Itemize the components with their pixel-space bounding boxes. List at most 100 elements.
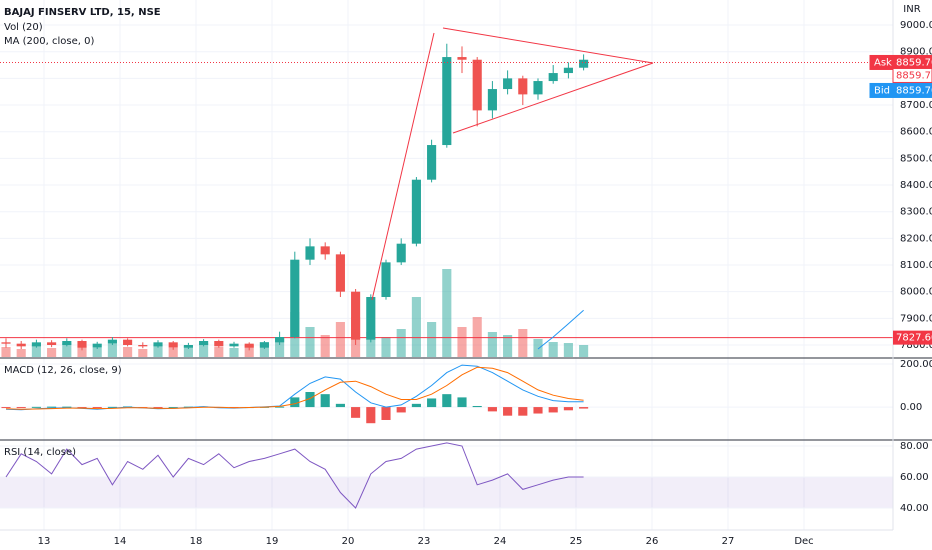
price-label-name: Bid [874, 85, 890, 96]
volume-bar [138, 349, 148, 357]
volume-bar [381, 337, 391, 357]
candle-body [92, 343, 102, 348]
macd-histogram [503, 407, 513, 416]
candle-body [335, 254, 345, 292]
candle-body [548, 73, 558, 82]
price-label-bg [893, 330, 932, 345]
volume-bar [396, 329, 406, 357]
candle-body [1, 342, 11, 344]
ma-legend: MA (200, close, 0) [4, 36, 94, 47]
price-label-bg [892, 67, 932, 83]
macd-legend: MACD (12, 26, close, 9) [4, 365, 122, 376]
macd-histogram [396, 407, 406, 413]
volume-bar [427, 322, 437, 357]
x-tick-label: 19 [266, 536, 279, 547]
candle-body [138, 345, 148, 347]
macd-histogram [62, 406, 72, 408]
macd-histogram [411, 403, 421, 408]
volume-bar [533, 339, 543, 357]
volume-bar [563, 343, 573, 357]
y-tick-label: 8400.00 [900, 180, 932, 191]
y-tick-label: 60.00 [900, 472, 929, 483]
y-tick-label: 8700.00 [900, 100, 932, 111]
candle-body [305, 246, 315, 260]
candle-body [472, 59, 482, 111]
rsi-legend: RSI (14, close) [4, 447, 76, 458]
y-tick-label: 8300.00 [900, 207, 932, 218]
y-tick-label: 8900.00 [900, 47, 932, 58]
volume-bar [92, 348, 102, 357]
volume-bar [442, 269, 452, 357]
volume-bar [153, 345, 163, 357]
volume-bar [305, 327, 315, 357]
candle-body [62, 341, 72, 346]
candle-body [563, 67, 573, 74]
volume-bar [244, 345, 254, 357]
x-tick-label: 27 [722, 536, 735, 547]
macd-histogram [47, 406, 57, 408]
axis-layer: 13 14 18 19 20 23 24 25 26 27 Dec 7800.00 7900.00 800… [38, 20, 932, 547]
volume-bar [1, 347, 11, 357]
volume-legend: Vol (20) [4, 22, 43, 33]
macd-histogram [107, 406, 117, 408]
macd-histogram [472, 405, 482, 408]
ma-line [537, 309, 584, 350]
candle-body [290, 259, 300, 338]
price-label-name: Ask [874, 57, 892, 68]
macd-histogram [290, 397, 300, 408]
macd-histogram [77, 407, 87, 409]
candle-body [457, 57, 467, 60]
price-label: 8859.70 [896, 85, 932, 96]
candle-body [381, 262, 391, 298]
macd-histogram [31, 406, 41, 408]
candle-body [533, 81, 543, 95]
y-tick-label: 7800.00 [900, 340, 932, 351]
candle-body [153, 342, 163, 347]
marks-layer [0, 43, 893, 509]
price-label-bg [869, 82, 932, 98]
y-tick-label: 0.00 [900, 402, 922, 413]
candle-body [16, 343, 26, 347]
volume-bar [259, 342, 269, 357]
x-tick-label: 14 [114, 536, 127, 547]
candle-body [579, 59, 589, 68]
macd-histogram [533, 407, 543, 414]
symbol-title: BAJAJ FINSERV LTD, 15, NSE [4, 7, 161, 18]
y-tick-label: 80.00 [900, 441, 929, 452]
volume-bar [335, 322, 345, 357]
flagpole [371, 32, 435, 301]
macd-histogram [92, 407, 102, 409]
x-tick-label: 13 [38, 536, 51, 547]
volume-bar [16, 349, 26, 357]
candle-body [275, 337, 285, 343]
candle-body [229, 343, 239, 347]
volume-bar [411, 297, 421, 357]
volume-bar [107, 344, 117, 357]
macd-histogram [1, 407, 11, 409]
macd-histogram [457, 397, 467, 408]
volume-bar [518, 329, 528, 357]
candle-body [427, 145, 437, 180]
y-tick-label: 8100.00 [900, 260, 932, 271]
x-tick-label: 23 [418, 536, 431, 547]
volume-bar [472, 317, 482, 357]
signal-line [5, 366, 584, 410]
volume-bar [47, 348, 57, 357]
y-tick-label: 9000.00 [900, 20, 932, 31]
x-tick-label: 18 [190, 536, 203, 547]
candle-body [411, 179, 421, 244]
volume-bar [77, 346, 87, 357]
volume-bar [123, 347, 133, 357]
macd-histogram [487, 407, 497, 412]
y-tick-label: 8000.00 [900, 287, 932, 298]
x-tick-label: Dec [794, 536, 813, 547]
candle-body [183, 345, 193, 348]
x-tick-label: 26 [646, 536, 659, 547]
volume-bar [168, 348, 178, 357]
volume-bar [183, 346, 193, 357]
candle-body [396, 243, 406, 263]
rsi-line [5, 442, 584, 509]
macd-histogram [153, 407, 163, 409]
volume-bar [275, 337, 285, 357]
y-tick-label: 200.00 [900, 359, 932, 370]
